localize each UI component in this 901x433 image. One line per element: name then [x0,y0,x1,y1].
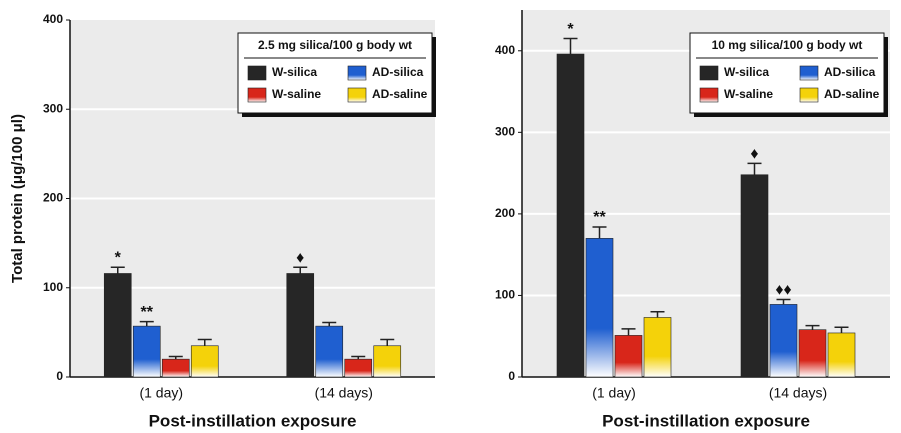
bar [614,335,643,378]
legend-swatch [347,65,367,81]
bar [315,325,344,378]
x-tick-label: (1 day) [139,385,183,401]
error-bar [293,266,308,274]
annotation: ♦ [750,146,758,163]
legend-swatch [799,65,819,81]
y-tick-label: 0 [508,369,515,383]
bar [161,358,190,378]
legend-swatch [799,87,819,103]
legend-title: 2.5 mg silica/100 g body wt [258,38,412,52]
legend-swatch [247,65,267,81]
y-tick-label: 0 [56,369,63,383]
annotation: ♦♦ [775,282,791,299]
annotation: ** [141,304,154,321]
legend-label: W-silica [724,65,769,79]
bar [585,238,614,378]
legend-swatch [347,87,367,103]
bar [103,273,132,378]
legend-label: AD-saline [824,87,880,101]
x-axis-label: Post-instillation exposure [149,411,357,430]
legend-label: W-silica [272,65,317,79]
bar [827,332,856,378]
error-bar [776,298,791,305]
legend [237,32,433,114]
annotation: ♦ [296,249,304,266]
bar [344,358,373,378]
x-tick-label: (1 day) [592,385,636,401]
annotation: * [567,21,574,38]
legend-title: 10 mg silica/100 g body wt [712,38,863,52]
y-axis-label: Total protein (μg/100 μl) [9,114,26,283]
legend-swatch [699,65,719,81]
annotation: ** [593,209,606,226]
legend-swatch [247,87,267,103]
bar [556,53,585,378]
legend-label: W-saline [724,87,773,101]
error-bar [650,311,665,318]
x-tick-label: (14 days) [315,385,373,401]
bar [769,304,798,378]
annotation: * [115,249,122,266]
y-tick-label: 100 [43,280,63,294]
legend-swatch [699,87,719,103]
legend-label: W-saline [272,87,321,101]
error-bar [197,338,212,346]
error-bar [805,324,820,330]
y-tick-label: 200 [43,191,63,205]
error-bar [563,37,578,55]
error-bar [380,338,395,346]
bar [798,329,827,378]
x-tick-label: (14 days) [769,385,827,401]
legend-label: AD-silica [372,65,424,79]
error-bar [322,321,337,327]
bar [373,345,402,378]
error-bar [110,266,125,274]
bar [190,345,219,378]
y-tick-label: 300 [43,101,63,115]
error-bar [747,162,762,175]
error-bar [621,328,636,336]
error-bar [592,226,607,239]
error-bar [834,326,849,333]
legend-label: AD-saline [372,87,428,101]
legend [689,32,885,114]
y-tick-label: 100 [495,288,515,302]
y-tick-label: 200 [495,206,515,220]
error-bar [168,355,183,360]
bar [740,174,769,378]
y-tick-label: 400 [495,43,515,57]
bar [286,273,315,378]
x-axis-label: Post-instillation exposure [602,411,810,430]
error-bar [351,355,366,360]
y-tick-label: 400 [43,12,63,26]
bar [643,317,672,378]
bar [132,325,161,378]
legend-label: AD-silica [824,65,876,79]
error-bar [139,320,154,327]
y-tick-label: 300 [495,125,515,139]
